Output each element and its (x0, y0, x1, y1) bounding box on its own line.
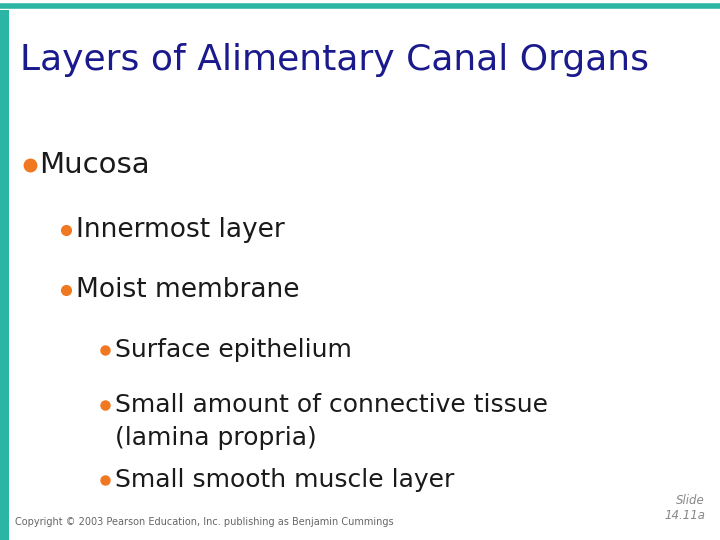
Text: Innermost layer: Innermost layer (76, 217, 284, 243)
Text: (lamina propria): (lamina propria) (115, 426, 317, 450)
Text: Small amount of connective tissue: Small amount of connective tissue (115, 393, 548, 417)
Text: Slide
14.11a: Slide 14.11a (664, 494, 705, 522)
Text: Mucosa: Mucosa (40, 151, 150, 179)
Text: Layers of Alimentary Canal Organs: Layers of Alimentary Canal Organs (20, 43, 649, 77)
Bar (0, 10, 9, 540)
Text: Surface epithelium: Surface epithelium (115, 338, 352, 362)
Text: Copyright © 2003 Pearson Education, Inc. publishing as Benjamin Cummings: Copyright © 2003 Pearson Education, Inc.… (15, 517, 394, 527)
Text: Small smooth muscle layer: Small smooth muscle layer (115, 468, 454, 492)
Text: Moist membrane: Moist membrane (76, 277, 299, 303)
